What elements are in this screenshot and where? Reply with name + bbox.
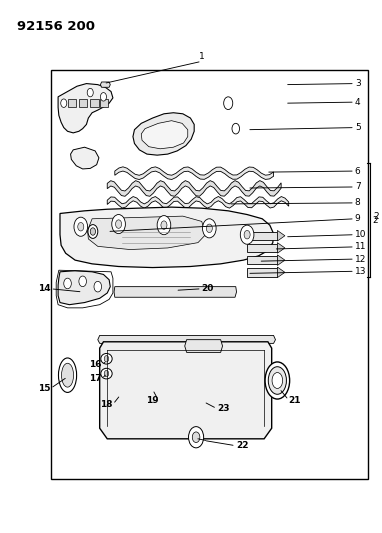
- Circle shape: [232, 123, 240, 134]
- Text: 23: 23: [217, 404, 229, 413]
- Polygon shape: [277, 255, 285, 265]
- Circle shape: [112, 215, 125, 233]
- Text: 18: 18: [100, 400, 113, 409]
- Circle shape: [116, 220, 121, 228]
- Polygon shape: [277, 243, 285, 253]
- Polygon shape: [133, 113, 194, 155]
- Polygon shape: [100, 342, 272, 439]
- Ellipse shape: [272, 373, 283, 389]
- Polygon shape: [71, 147, 99, 169]
- Polygon shape: [277, 267, 285, 278]
- Polygon shape: [247, 231, 277, 240]
- Polygon shape: [58, 84, 113, 133]
- Circle shape: [202, 219, 216, 238]
- Text: 20: 20: [202, 284, 214, 293]
- Text: 15: 15: [38, 384, 50, 393]
- Circle shape: [100, 93, 107, 101]
- Text: 92156 200: 92156 200: [16, 20, 94, 33]
- Ellipse shape: [101, 353, 112, 364]
- Text: 13: 13: [355, 267, 366, 276]
- Text: 2: 2: [372, 216, 377, 224]
- Text: 5: 5: [355, 123, 361, 132]
- Polygon shape: [58, 271, 110, 305]
- Text: 21: 21: [289, 395, 301, 405]
- Circle shape: [64, 278, 71, 289]
- Text: 12: 12: [355, 255, 366, 264]
- Polygon shape: [107, 181, 281, 196]
- Text: 3: 3: [355, 79, 361, 88]
- Polygon shape: [141, 120, 188, 149]
- Circle shape: [79, 276, 86, 287]
- Circle shape: [88, 224, 98, 238]
- Polygon shape: [68, 100, 76, 108]
- Circle shape: [206, 224, 212, 232]
- Polygon shape: [100, 100, 108, 108]
- Polygon shape: [247, 244, 277, 252]
- Bar: [50, 70, 368, 479]
- Polygon shape: [100, 82, 110, 87]
- Polygon shape: [90, 100, 99, 108]
- Text: 1: 1: [199, 52, 205, 61]
- Ellipse shape: [101, 368, 112, 379]
- Circle shape: [78, 222, 84, 231]
- Circle shape: [192, 432, 200, 442]
- Circle shape: [104, 370, 109, 377]
- Ellipse shape: [58, 358, 77, 392]
- Text: 10: 10: [355, 230, 366, 239]
- Circle shape: [224, 97, 233, 110]
- Polygon shape: [87, 216, 206, 249]
- Circle shape: [240, 225, 254, 244]
- Ellipse shape: [265, 362, 290, 399]
- Circle shape: [90, 228, 96, 235]
- Circle shape: [157, 216, 171, 235]
- Ellipse shape: [268, 367, 286, 394]
- Circle shape: [189, 426, 204, 448]
- Text: 11: 11: [355, 243, 366, 252]
- Polygon shape: [115, 167, 274, 180]
- Polygon shape: [185, 340, 223, 352]
- Polygon shape: [137, 338, 173, 375]
- Text: 17: 17: [89, 374, 102, 383]
- Polygon shape: [247, 268, 277, 277]
- Polygon shape: [98, 335, 275, 343]
- Circle shape: [161, 221, 167, 229]
- Circle shape: [61, 99, 67, 108]
- Circle shape: [74, 217, 87, 236]
- Polygon shape: [107, 390, 130, 407]
- Text: 16: 16: [89, 360, 102, 369]
- Circle shape: [94, 281, 102, 292]
- Circle shape: [104, 356, 109, 362]
- Text: 14: 14: [38, 284, 50, 293]
- Polygon shape: [114, 287, 236, 297]
- Polygon shape: [107, 197, 289, 208]
- Text: 4: 4: [355, 98, 361, 107]
- Ellipse shape: [62, 364, 74, 387]
- Text: 6: 6: [355, 166, 361, 175]
- Text: 7: 7: [355, 182, 361, 191]
- Circle shape: [87, 88, 93, 97]
- Polygon shape: [247, 256, 277, 264]
- Circle shape: [244, 230, 250, 239]
- Text: 19: 19: [146, 395, 158, 405]
- Text: 2: 2: [374, 212, 379, 221]
- Polygon shape: [79, 100, 87, 108]
- Text: 22: 22: [236, 441, 248, 450]
- Polygon shape: [277, 230, 285, 241]
- Text: 8: 8: [355, 198, 361, 207]
- Polygon shape: [60, 207, 274, 268]
- Text: 9: 9: [355, 214, 361, 223]
